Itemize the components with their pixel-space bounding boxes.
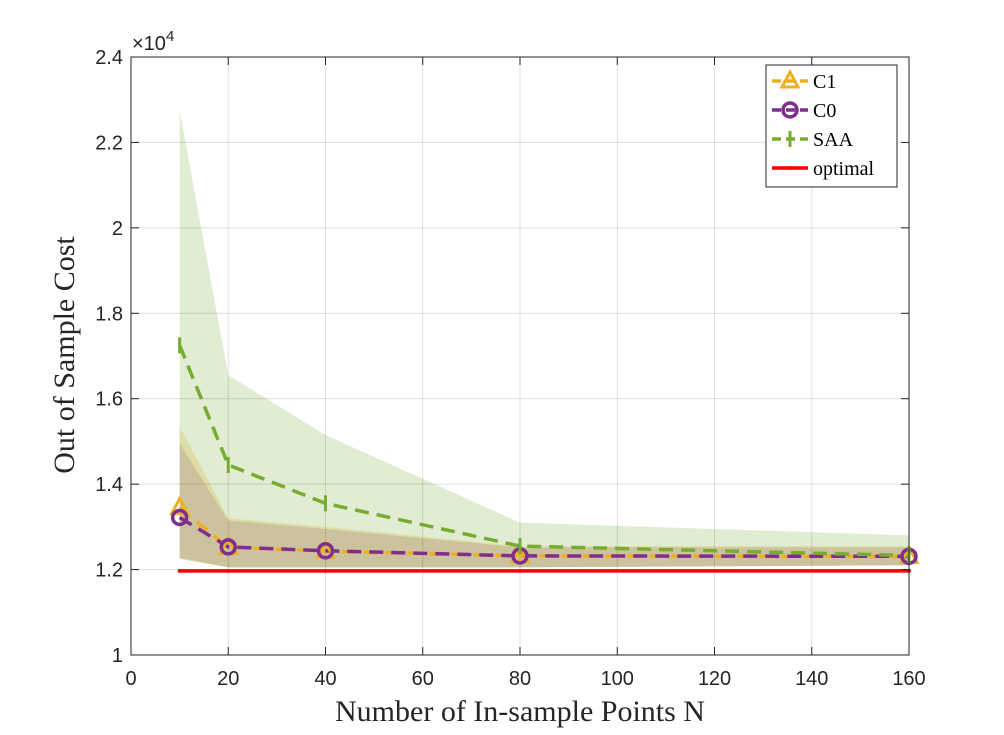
x-tick-label: 20 — [217, 668, 239, 690]
marker-optimal — [177, 568, 182, 573]
legend: C1 C0 SAA optimal — [765, 64, 898, 188]
x-tick-label: 80 — [509, 668, 531, 690]
legend-marker-c0 — [781, 101, 799, 119]
tick-labels: 0 20 40 60 80 100 120 140 160 1 1.2 1.4 1.6 1.8 2 2.2 2.… — [95, 47, 926, 690]
y-tick-label: 2 — [112, 218, 123, 240]
legend-marker-optimal — [788, 166, 792, 170]
legend-label-optimal: optimal — [813, 158, 875, 180]
y-tick-label: 2.4 — [95, 47, 123, 69]
legend-label-c1: C1 — [813, 71, 836, 93]
marker-c0 — [170, 508, 189, 527]
y-tick-label: 2.2 — [95, 132, 123, 154]
x-tick-label: 120 — [698, 668, 731, 690]
x-tick-label: 0 — [125, 668, 136, 690]
x-tick-label: 100 — [601, 668, 634, 690]
marker-c0 — [219, 538, 237, 556]
legend-label-c0: C0 — [813, 100, 836, 122]
series-line-c0 — [178, 515, 910, 559]
x-tick-label: 140 — [795, 668, 828, 690]
y-tick-label: 1.4 — [95, 474, 123, 496]
y-tick-label: 1 — [112, 645, 123, 667]
axis-ticks — [130, 56, 910, 656]
y-tick-label: 1.6 — [95, 389, 123, 411]
x-tick-label: 40 — [314, 668, 336, 690]
x-axis-title: Number of In-sample Points N — [335, 695, 705, 728]
marker-optimal — [518, 568, 522, 573]
legend-marker-c1 — [779, 68, 801, 89]
band-c1 — [179, 426, 909, 568]
marker-optimal — [226, 568, 231, 573]
y-exponent-label: ×104 — [132, 28, 174, 55]
x-tick-label: 160 — [892, 668, 925, 690]
marker-c0 — [316, 542, 335, 560]
confidence-bands — [179, 110, 909, 568]
band-c0 — [179, 443, 909, 568]
y-exponent-power: 4 — [166, 28, 174, 45]
y-tick-label: 1.2 — [95, 560, 123, 582]
y-tick-label: 1.8 — [95, 303, 123, 325]
y-exponent-base: ×10 — [132, 33, 166, 55]
band-saa — [179, 110, 909, 568]
series-markers — [169, 337, 920, 573]
y-axis-title: Out of Sample Cost — [48, 236, 81, 474]
marker-c1 — [169, 495, 191, 516]
x-tick-label: 60 — [412, 668, 434, 690]
marker-optimal — [323, 568, 328, 573]
legend-label-saa: SAA — [813, 129, 854, 151]
